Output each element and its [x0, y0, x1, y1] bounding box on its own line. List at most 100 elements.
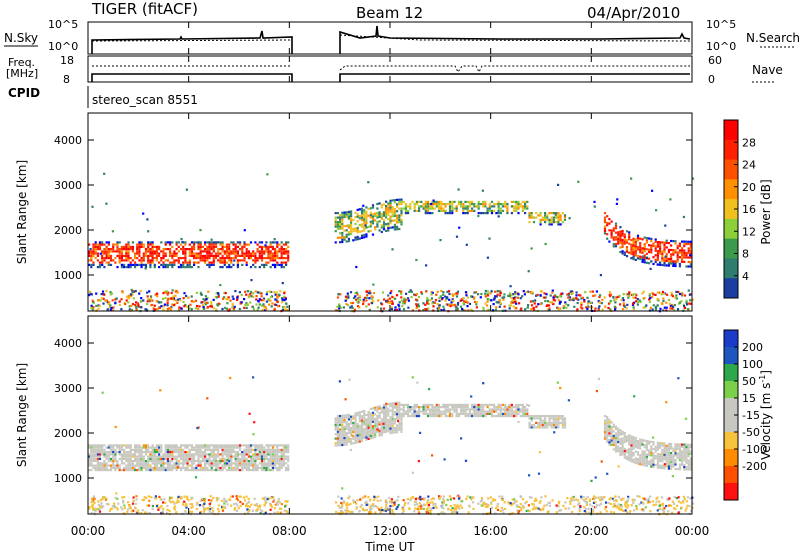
velocity-cell [169, 447, 171, 449]
velocity-cell [427, 413, 429, 415]
velocity-cell [276, 444, 278, 446]
velocity-cell [407, 411, 409, 413]
velocity-cell [119, 467, 121, 469]
power-cell [127, 259, 129, 261]
velocity-cell [617, 434, 619, 436]
velocity-cell [97, 444, 99, 446]
velocity-cell [398, 411, 400, 413]
power-cell [359, 295, 361, 297]
power-cell [368, 230, 370, 232]
velocity-cell [533, 415, 535, 417]
velocity-cell [270, 444, 272, 446]
power-cell [357, 227, 359, 229]
power-cell [401, 300, 403, 302]
power-cell [103, 259, 105, 261]
velocity-cell [152, 462, 154, 464]
power-cell [617, 231, 619, 233]
power-cell [604, 212, 606, 214]
power-cell [200, 253, 202, 255]
power-cell [191, 241, 193, 243]
velocity-cell [189, 451, 191, 453]
velocity-cell [604, 420, 606, 422]
velocity-cell [346, 439, 348, 441]
power-cell [485, 290, 487, 292]
velocity-cell [158, 460, 160, 462]
velocity-cell [659, 460, 661, 462]
power-cell [389, 227, 391, 229]
power-cell [469, 210, 471, 212]
velocity-cell [339, 419, 341, 421]
velocity-cell [361, 417, 363, 419]
velocity-cell [619, 440, 621, 442]
velocity-cell [504, 406, 506, 408]
power-cell [655, 254, 657, 256]
power-cell [250, 295, 252, 297]
velocity-cell [337, 424, 339, 426]
power-cell [535, 306, 537, 308]
velocity-cell [281, 467, 283, 469]
power-cell [504, 201, 506, 203]
power-cell [661, 257, 663, 259]
velocity-cell [685, 457, 687, 459]
power-cell [123, 255, 125, 257]
power-cell [548, 304, 550, 306]
power-cell [359, 224, 361, 226]
velocity-cell [119, 447, 121, 449]
velocity-cell [617, 437, 619, 439]
velocity-cell [217, 460, 219, 462]
power-cell [261, 257, 263, 259]
power-cell [652, 245, 654, 247]
power-cell [352, 239, 354, 241]
velocity-cell [110, 460, 112, 462]
power-cell [138, 241, 140, 243]
power-cell [389, 298, 391, 300]
velocity-cell [376, 426, 378, 428]
velocity-cell [539, 451, 541, 453]
velocity-cell [134, 453, 136, 455]
power-cell [110, 250, 112, 252]
power-cell [267, 262, 269, 264]
velocity-cell [143, 465, 145, 467]
power-cell [101, 244, 103, 246]
velocity-cell [343, 433, 345, 435]
power-cell [226, 248, 228, 250]
power-cell [431, 302, 433, 304]
velocity-cell [465, 460, 467, 462]
velocity-cell [644, 440, 646, 442]
velocity-cell [228, 449, 230, 451]
velocity-cell [339, 433, 341, 435]
velocity-cell [106, 456, 108, 458]
power-cell [162, 257, 164, 259]
power-cell [270, 296, 272, 298]
power-cell [208, 264, 210, 266]
power-cell [138, 255, 140, 257]
velocity-cell [211, 453, 213, 455]
power-cell [228, 266, 230, 268]
velocity-cell [385, 419, 387, 421]
power-cell [394, 199, 396, 201]
power-cell [679, 252, 681, 254]
power-cell [661, 259, 663, 261]
velocity-cell [213, 451, 215, 453]
velocity-cell [112, 451, 114, 453]
velocity-cell [138, 465, 140, 467]
velocity-cell [606, 427, 608, 429]
power-cell [681, 259, 683, 261]
velocity-cell [130, 451, 132, 453]
power-cell [452, 293, 454, 295]
power-cell [181, 308, 183, 310]
power-cell [674, 251, 676, 253]
velocity-cell [263, 451, 265, 453]
velocity-cell [562, 415, 564, 417]
velocity-cell [626, 449, 628, 451]
power-cell [354, 212, 356, 214]
power-cell [624, 252, 626, 254]
velocity-cell [276, 460, 278, 462]
power-cell [668, 242, 670, 244]
power-cell [657, 243, 659, 245]
power-cell [619, 295, 621, 297]
velocity-cell [143, 462, 145, 464]
velocity-cell [339, 444, 341, 446]
power-cell [162, 264, 164, 266]
power-cell [127, 257, 129, 259]
